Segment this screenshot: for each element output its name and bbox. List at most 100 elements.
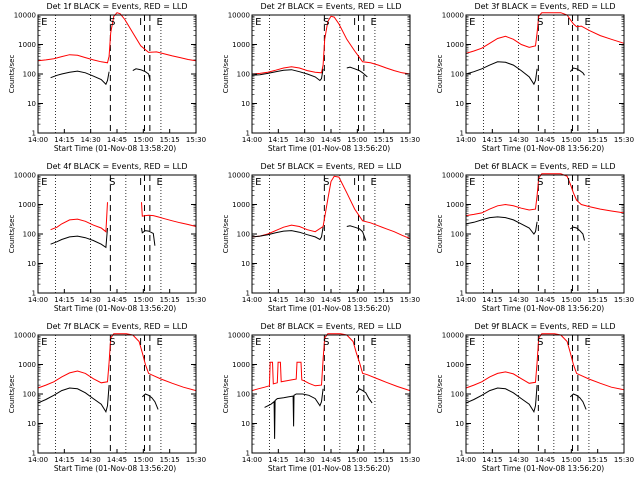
plot-frame bbox=[37, 174, 197, 294]
x-tick-label: 14:15 bbox=[54, 296, 74, 304]
y-tick-label: 1000 bbox=[18, 361, 36, 369]
series-black-events bbox=[141, 393, 159, 410]
series-black-events bbox=[355, 388, 373, 404]
x-tick-label: 15:15 bbox=[160, 136, 180, 144]
y-tick-label: 10000 bbox=[228, 12, 250, 20]
marker-label: E bbox=[585, 17, 591, 28]
series-red-lld bbox=[37, 12, 197, 64]
panel-9: Det 9f BLACK = Events, RED = LLD E S I E 1 10 1… bbox=[436, 322, 634, 473]
x-tick-label: 14:30 bbox=[81, 456, 101, 464]
series-black-events bbox=[132, 68, 151, 81]
y-tick-label: 1000 bbox=[232, 201, 250, 209]
marker-label: E bbox=[41, 17, 47, 28]
x-tick-label: 14:30 bbox=[509, 456, 529, 464]
x-tick-label: 14:15 bbox=[268, 136, 288, 144]
marker-label: E bbox=[371, 337, 377, 348]
x-tick-label: 14:45 bbox=[535, 296, 555, 304]
y-tick-label: 100 bbox=[451, 231, 464, 239]
y-tick-label: 1000 bbox=[446, 41, 464, 49]
panel-title: Det 6f BLACK = Events, RED = LLD bbox=[474, 162, 615, 171]
y-tick-label: 1 bbox=[32, 130, 36, 138]
marker-label: I bbox=[139, 177, 142, 188]
x-tick-label: 14:45 bbox=[535, 136, 555, 144]
plot-frame bbox=[37, 334, 197, 454]
x-tick-label: 15:30 bbox=[186, 456, 206, 464]
y-tick-label: 1 bbox=[32, 450, 36, 458]
x-tick-label: 14:30 bbox=[295, 296, 315, 304]
y-tick-label: 1000 bbox=[18, 201, 36, 209]
x-tick-label: 15:15 bbox=[374, 296, 394, 304]
x-tick-label: 14:45 bbox=[321, 456, 341, 464]
y-tick-label: 100 bbox=[237, 231, 250, 239]
series-black-events bbox=[37, 385, 110, 414]
x-tick-label: 15:15 bbox=[588, 136, 608, 144]
y-axis-title: Counts/sec bbox=[8, 375, 16, 414]
x-tick-label: 14:30 bbox=[81, 296, 101, 304]
y-tick-label: 10000 bbox=[228, 172, 250, 180]
y-axis-title: Counts/sec bbox=[8, 215, 16, 254]
y-tick-label: 1000 bbox=[232, 361, 250, 369]
marker-label: E bbox=[255, 337, 261, 348]
y-tick-label: 100 bbox=[23, 391, 36, 399]
marker-label: E bbox=[469, 17, 475, 28]
marker-label: E bbox=[255, 177, 261, 188]
series-red-lld bbox=[465, 12, 625, 54]
marker-label: E bbox=[371, 177, 377, 188]
y-axis-title: Counts/sec bbox=[8, 55, 16, 94]
x-tick-label: 14:00 bbox=[28, 296, 48, 304]
x-tick-label: 14:45 bbox=[535, 456, 555, 464]
y-tick-label: 100 bbox=[451, 71, 464, 79]
y-tick-label: 10 bbox=[27, 260, 36, 268]
plot-frame bbox=[251, 174, 411, 294]
y-tick-label: 10000 bbox=[14, 332, 36, 340]
x-axis-title: Start Time (01-Nov-08 13:56:20) bbox=[482, 464, 604, 473]
x-axis-title: Start Time (01-Nov-08 13:56:20) bbox=[54, 304, 176, 313]
marker-label: I bbox=[139, 17, 142, 28]
marker-label: E bbox=[255, 17, 261, 28]
x-tick-label: 14:00 bbox=[242, 456, 262, 464]
x-tick-label: 14:00 bbox=[28, 136, 48, 144]
x-tick-label: 15:30 bbox=[400, 136, 420, 144]
series-black-events bbox=[251, 68, 324, 82]
x-tick-label: 14:30 bbox=[81, 136, 101, 144]
series-red-lld bbox=[465, 173, 625, 217]
y-axis-title: Counts/sec bbox=[222, 215, 230, 254]
x-tick-label: 14:00 bbox=[456, 136, 476, 144]
x-tick-label: 15:30 bbox=[400, 456, 420, 464]
marker-label: E bbox=[469, 177, 475, 188]
y-tick-label: 10 bbox=[241, 420, 250, 428]
panel-title: Det 3f BLACK = Events, RED = LLD bbox=[474, 2, 615, 11]
marker-label: I bbox=[353, 17, 356, 28]
x-tick-label: 15:00 bbox=[561, 296, 581, 304]
panel-title: Det 4f BLACK = Events, RED = LLD bbox=[46, 162, 187, 171]
panel-title: Det 1f BLACK = Events, RED = LLD bbox=[46, 2, 187, 11]
series-black-events bbox=[264, 388, 324, 439]
x-axis-title: Start Time (01-Nov-08 13:58:20) bbox=[54, 144, 176, 153]
series-black-events bbox=[50, 227, 108, 249]
x-tick-label: 15:00 bbox=[561, 456, 581, 464]
y-tick-label: 10 bbox=[455, 420, 464, 428]
series-black-events bbox=[50, 70, 110, 86]
x-tick-label: 14:15 bbox=[54, 456, 74, 464]
series-red-lld bbox=[465, 333, 625, 391]
panel-title: Det 9f BLACK = Events, RED = LLD bbox=[474, 322, 615, 331]
y-tick-label: 10000 bbox=[228, 332, 250, 340]
marker-label: E bbox=[157, 177, 163, 188]
y-tick-label: 1 bbox=[246, 450, 250, 458]
y-tick-label: 10000 bbox=[442, 12, 464, 20]
x-tick-label: 14:45 bbox=[107, 296, 127, 304]
x-tick-label: 15:30 bbox=[186, 136, 206, 144]
x-tick-label: 15:15 bbox=[588, 296, 608, 304]
y-tick-label: 10 bbox=[27, 100, 36, 108]
y-tick-label: 1 bbox=[460, 290, 464, 298]
y-tick-label: 1 bbox=[460, 450, 464, 458]
y-axis-title: Counts/sec bbox=[222, 55, 230, 94]
x-axis-title: Start Time (01-Nov-08 13:56:20) bbox=[54, 464, 176, 473]
marker-label: S bbox=[109, 17, 115, 28]
x-tick-label: 14:15 bbox=[482, 296, 502, 304]
x-tick-label: 15:15 bbox=[160, 296, 180, 304]
marker-label: E bbox=[585, 337, 591, 348]
plot-frame bbox=[465, 174, 625, 294]
marker-label: E bbox=[585, 177, 591, 188]
